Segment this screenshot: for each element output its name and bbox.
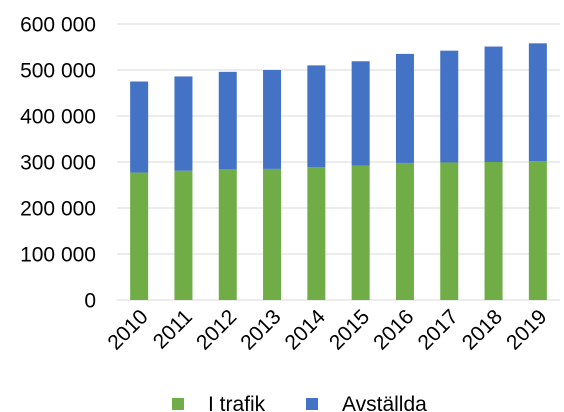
y-tick-label: 0 [84, 290, 96, 313]
bar-avstallda-2013 [263, 70, 282, 169]
bar-avstallda-2018 [484, 46, 503, 162]
y-tick-label: 600 000 [20, 14, 96, 37]
x-tick-label: 2010 [103, 305, 152, 354]
bars [130, 43, 547, 300]
bar-i-trafik-2018 [484, 162, 503, 300]
x-tick-label: 2016 [369, 305, 418, 354]
bar-i-trafik-2014 [307, 167, 326, 300]
bar-i-trafik-2012 [218, 169, 237, 300]
bar-i-trafik-2015 [351, 165, 370, 300]
bar-i-trafik-2016 [395, 162, 414, 300]
x-tick-label: 2018 [458, 305, 507, 354]
bar-i-trafik-2013 [263, 168, 282, 300]
x-tick-label: 2014 [281, 305, 331, 355]
legend-label-avstallda: Avställda [342, 393, 427, 412]
y-axis-tick-labels: 0 100 000 200 000 300 000 400 000 500 000 600 … [20, 14, 96, 313]
x-tick-label: 2019 [502, 305, 551, 354]
legend-label-i-trafik: I trafik [208, 393, 266, 412]
bar-avstallda-2014 [307, 65, 326, 168]
legend: I trafik Avställda [172, 393, 427, 412]
bar-avstallda-2011 [174, 76, 193, 171]
bar-avstallda-2017 [440, 50, 459, 163]
x-tick-label: 2017 [413, 305, 462, 354]
bar-i-trafik-2017 [440, 162, 459, 300]
bar-avstallda-2016 [395, 53, 414, 163]
bar-i-trafik-2010 [130, 172, 149, 300]
x-tick-label: 2011 [149, 305, 197, 353]
y-tick-label: 400 000 [20, 106, 96, 129]
x-tick-label: 2015 [325, 305, 374, 354]
legend-swatch-avstallda [306, 398, 318, 410]
bar-avstallda-2019 [528, 43, 547, 162]
bar-i-trafik-2011 [174, 170, 193, 300]
y-tick-label: 100 000 [20, 244, 96, 267]
y-tick-label: 500 000 [20, 60, 96, 83]
bar-avstallda-2012 [218, 71, 237, 170]
y-tick-label: 300 000 [20, 152, 96, 175]
x-tick-label: 2012 [192, 305, 241, 354]
bar-i-trafik-2019 [528, 161, 547, 300]
bar-avstallda-2010 [130, 81, 149, 173]
y-tick-label: 200 000 [20, 198, 96, 221]
legend-swatch-i-trafik [172, 398, 184, 410]
x-tick-label: 2013 [236, 305, 285, 354]
bar-avstallda-2015 [351, 61, 370, 166]
